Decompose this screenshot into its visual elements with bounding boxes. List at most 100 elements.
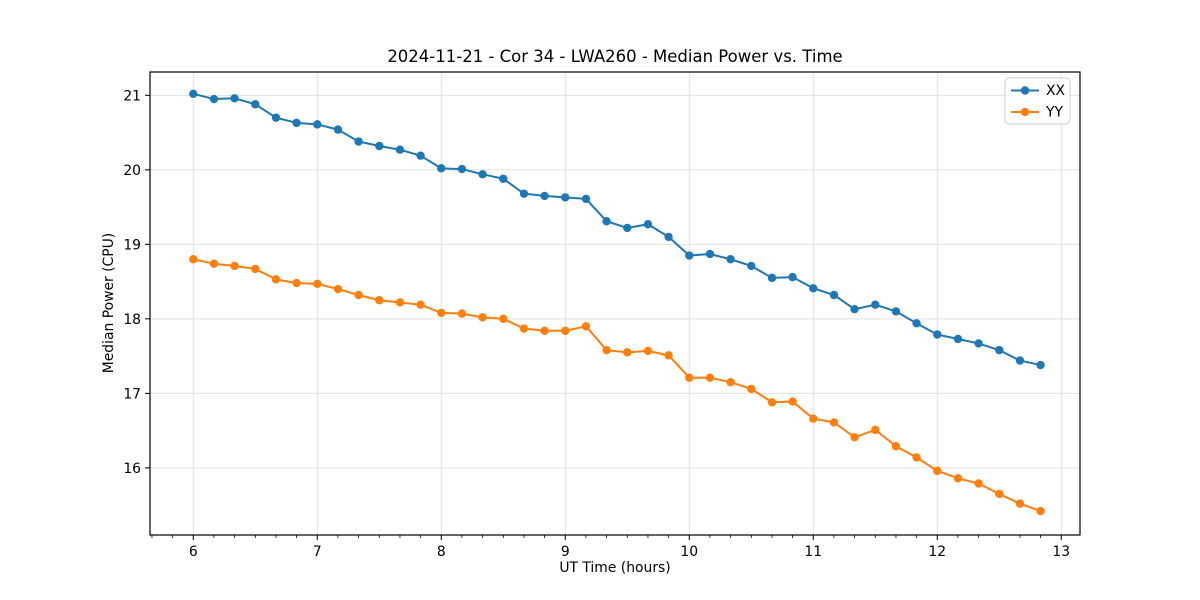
series-YY-marker (685, 373, 694, 382)
series-YY-marker (767, 398, 777, 407)
series-XX-marker (251, 100, 260, 109)
series-YY-marker (581, 322, 591, 331)
legend-XX-label: XX (1046, 83, 1066, 99)
series-YY-marker (230, 261, 239, 271)
series-XX-marker (581, 194, 591, 204)
series-XX-marker (333, 125, 343, 134)
series-XX-marker (747, 261, 756, 271)
y-tick-label: 18 (123, 312, 141, 328)
series-XX-marker (995, 345, 1004, 355)
series-XX-marker (478, 170, 487, 179)
series-XX-marker (1036, 360, 1045, 370)
series-YY-marker (912, 453, 921, 462)
series-XX-marker (809, 284, 818, 293)
series-YY-marker (933, 466, 942, 476)
series-XX-marker (1015, 356, 1025, 365)
series-YY-marker (891, 442, 901, 451)
series-XX-marker (643, 220, 653, 229)
series-YY-line (192, 258, 1042, 513)
series-XX-marker (519, 189, 529, 198)
legend-XX-marker (1020, 86, 1030, 95)
series-YY-marker (1015, 499, 1025, 508)
series-YY-marker (664, 351, 673, 360)
series-XX-marker (974, 339, 983, 348)
series-XX-marker (189, 89, 198, 99)
series-YY-marker (643, 346, 653, 356)
series-YY-marker (705, 373, 715, 382)
series-XX-marker (829, 290, 839, 300)
series-YY-marker (209, 259, 219, 268)
series-XX-marker (437, 164, 446, 173)
series-YY-marker (1036, 506, 1045, 516)
series-YY-marker (375, 296, 384, 305)
series-XX-marker (499, 174, 508, 183)
series-YY-marker (540, 326, 549, 335)
series-XX-marker (602, 217, 611, 226)
y-tick-label: 20 (123, 163, 141, 179)
series-YY-marker (602, 345, 611, 355)
y-axis-label: Median Power (CPU) (101, 232, 117, 374)
legend-YY-label: YY (1045, 105, 1063, 121)
series-XX-marker (354, 137, 363, 146)
legend-YY-marker (1020, 107, 1030, 117)
series-XX-marker (230, 94, 239, 103)
series-YY-marker (871, 425, 880, 435)
ticks: 6 7 8 9 10 11 12 13 16 17 18 19 20 21 (123, 88, 1070, 560)
series-XX-marker (953, 334, 963, 344)
series-XX-marker (912, 319, 921, 328)
series-YY-marker (850, 433, 859, 442)
series-YY-marker (251, 264, 260, 274)
series-YY-marker (995, 489, 1004, 499)
series-XX-marker (891, 307, 901, 316)
series-YY-marker (829, 418, 839, 427)
series-YY-marker (271, 275, 281, 284)
series-YY-marker (478, 313, 487, 322)
series-XX (189, 89, 1045, 370)
series-XX-marker (457, 164, 467, 174)
y-tick-label: 19 (123, 237, 141, 253)
y-tick-label: 16 (123, 461, 141, 477)
series-XX-marker (705, 249, 715, 259)
series-XX-marker (271, 113, 281, 122)
x-axis-label: UT Time (hours) (559, 560, 671, 576)
series-XX-marker (664, 232, 673, 242)
y-tick-label: 17 (123, 386, 141, 402)
series-XX-marker (685, 251, 694, 260)
series-YY-marker (292, 278, 301, 288)
series-YY-marker (395, 298, 405, 307)
series-YY-marker (788, 397, 797, 406)
series-XX-marker (209, 94, 219, 104)
series-YY-marker (313, 279, 322, 289)
series-XX-marker (850, 304, 859, 314)
series-XX-marker (416, 151, 425, 160)
series-XX-marker (767, 273, 777, 283)
x-tick-label: 12 (928, 544, 946, 560)
series-YY-marker (333, 284, 343, 294)
chart-title: 2024-11-21 - Cor 34 - LWA260 - Median Po… (387, 47, 843, 66)
x-tick-label: 13 (1052, 544, 1070, 560)
series-XX-marker (788, 272, 797, 282)
grid (150, 72, 1080, 535)
series-YY-marker (519, 324, 529, 333)
series-XX-marker (292, 118, 301, 128)
series-YY-marker (354, 290, 363, 300)
x-tick-label: 7 (313, 544, 322, 560)
series-YY-marker (623, 348, 632, 357)
series-XX-marker (375, 141, 384, 151)
series-XX-marker (726, 255, 735, 264)
series-XX-marker (561, 193, 570, 202)
series-YY-marker (189, 255, 198, 264)
series-XX-marker (871, 300, 880, 309)
x-tick-label: 6 (189, 544, 198, 560)
x-tick-label: 10 (680, 544, 698, 560)
series-YY-marker (437, 308, 446, 318)
series-YY (189, 255, 1045, 516)
series-YY-marker (747, 384, 756, 394)
series-YY-marker (499, 314, 508, 324)
x-tick-label: 8 (437, 544, 446, 560)
series-YY-marker (953, 474, 963, 483)
legend: XX YY (1004, 77, 1071, 125)
series-XX-marker (623, 223, 632, 233)
